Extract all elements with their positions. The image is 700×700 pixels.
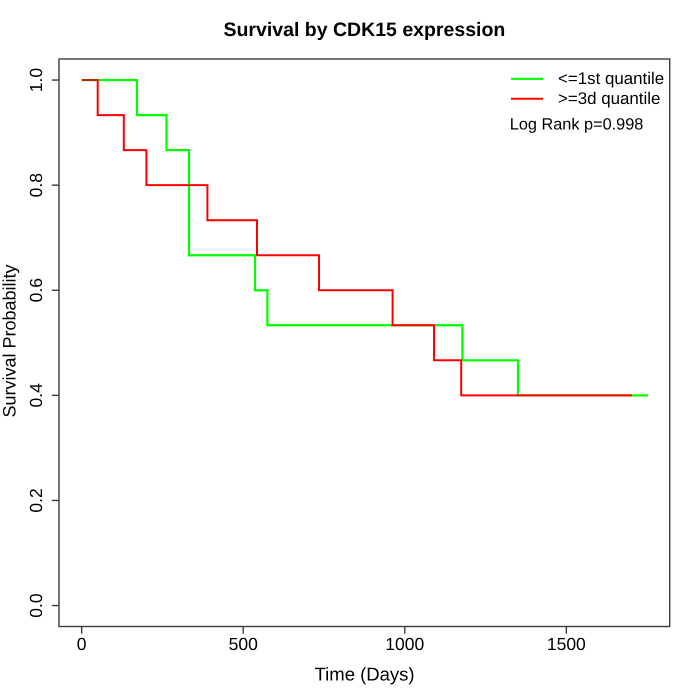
svg-text:1.0: 1.0 [26,68,46,93]
svg-text:0.8: 0.8 [26,173,46,197]
svg-text:Time (Days): Time (Days) [315,664,415,685]
svg-text:500: 500 [229,634,258,654]
svg-text:0.2: 0.2 [26,488,46,512]
svg-text:Survival Probability: Survival Probability [0,264,20,417]
svg-text:0.4: 0.4 [26,383,46,408]
svg-text:0: 0 [77,634,87,654]
svg-text:1500: 1500 [547,634,586,654]
svg-text:0.6: 0.6 [26,278,46,302]
svg-text:>=3d quantile: >=3d quantile [558,89,660,108]
svg-text:0.0: 0.0 [26,593,46,618]
svg-text:Survival by CDK15 expression: Survival by CDK15 expression [224,19,506,41]
svg-text:1000: 1000 [385,634,424,654]
svg-text:<=1st quantile: <=1st quantile [558,69,664,88]
svg-text:Log Rank p=0.998: Log Rank p=0.998 [510,115,644,133]
